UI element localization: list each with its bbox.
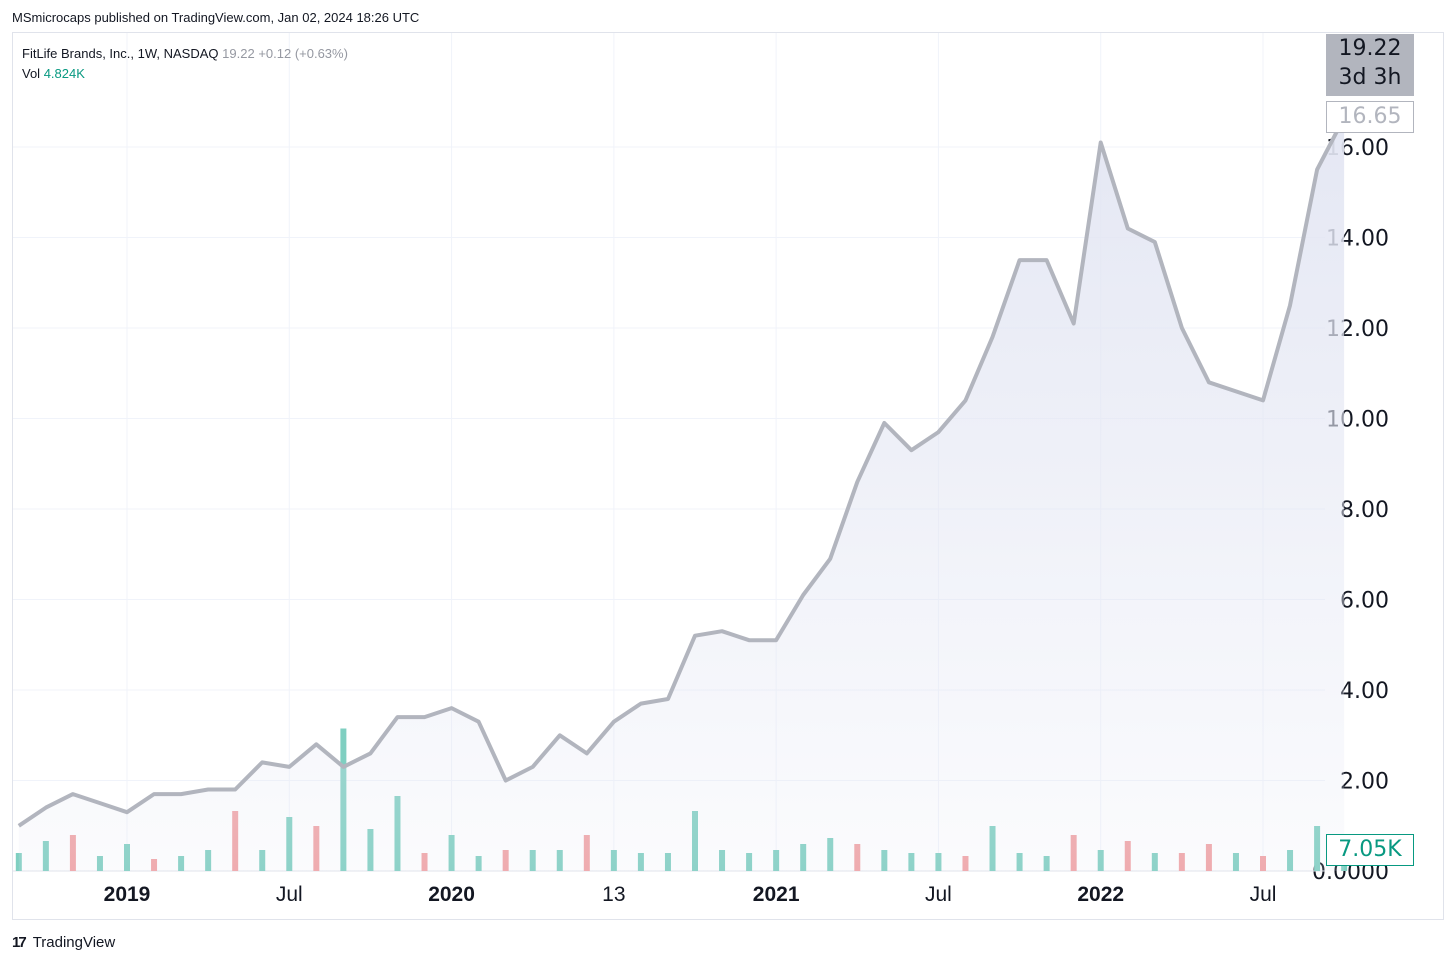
tradingview-logo-icon[interactable]: 17 bbox=[12, 934, 27, 951]
legend-vol-value: 4.824K bbox=[43, 66, 85, 81]
x-tick-label: 2022 bbox=[1077, 883, 1124, 906]
last-price-value: 19.22 bbox=[1338, 36, 1402, 61]
publish-info: MSmicrocaps published on TradingView.com… bbox=[12, 10, 420, 25]
chart-frame: 0.0000 2.00 4.00 6.00 8.00 10.00 12.00 14.00 16.… bbox=[12, 32, 1444, 920]
y-tick-label: 2.00 bbox=[1340, 770, 1389, 795]
x-tick-label: Jul bbox=[1250, 883, 1277, 906]
legend-symbol-row: FitLife Brands, Inc., 1W, NASDAQ 19.22 +… bbox=[22, 44, 348, 64]
x-tick-label: 13 bbox=[602, 883, 625, 906]
x-tick-label: Jul bbox=[276, 883, 303, 906]
x-tick-label: 2019 bbox=[104, 883, 151, 906]
legend-volume-row: Vol 4.824K bbox=[22, 64, 348, 84]
volume-tag: 7.05K bbox=[1326, 834, 1414, 866]
footer: 17 TradingView bbox=[12, 934, 115, 951]
last-price-tag: 19.22 3d 3h bbox=[1326, 34, 1414, 96]
previous-price-tag: 16.65 bbox=[1326, 101, 1414, 133]
legend-vol-label[interactable]: Vol bbox=[22, 66, 41, 81]
bar-countdown: 3d 3h bbox=[1338, 65, 1402, 90]
y-tick-label: 4.00 bbox=[1340, 679, 1389, 704]
x-tick-label: 2021 bbox=[753, 883, 800, 906]
price-area bbox=[18, 117, 1345, 872]
price-chart[interactable]: 0.00002.004.006.008.0010.0012.0014.0016.… bbox=[13, 33, 1443, 919]
footer-brand[interactable]: TradingView bbox=[32, 934, 116, 951]
x-tick-label: Jul bbox=[925, 883, 952, 906]
legend-change: +0.12 (+0.63%) bbox=[258, 46, 348, 61]
y-tick-label: 6.00 bbox=[1340, 589, 1389, 614]
legend-symbol[interactable]: FitLife Brands, Inc., 1W, NASDAQ bbox=[22, 46, 219, 61]
price-line bbox=[17, 116, 1346, 828]
y-tick-label: 8.00 bbox=[1340, 498, 1389, 523]
legend-last-price: 19.22 bbox=[222, 46, 255, 61]
x-tick-label: 2020 bbox=[428, 883, 475, 906]
chart-legend: FitLife Brands, Inc., 1W, NASDAQ 19.22 +… bbox=[22, 44, 348, 84]
